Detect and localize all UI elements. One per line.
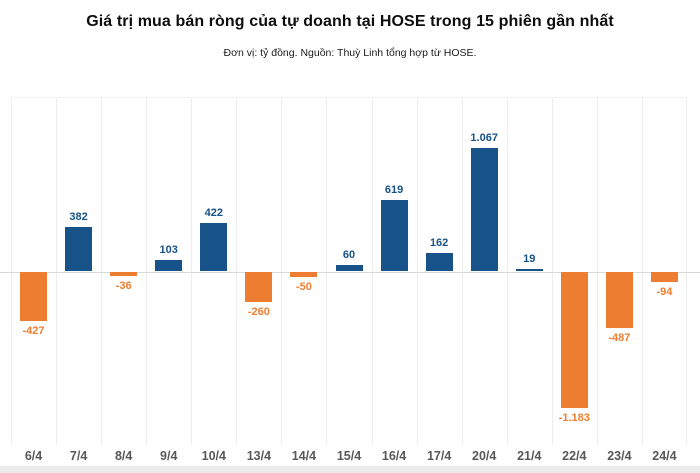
bar	[470, 148, 498, 272]
chart-subtitle: Đơn vị: tỷ đồng. Nguồn: Thuỳ Linh tổng h…	[223, 47, 477, 59]
x-axis-label: 9/4	[160, 449, 178, 463]
bar	[155, 259, 183, 272]
bar	[110, 271, 138, 276]
bar	[335, 264, 363, 272]
bar-value-label: 103	[159, 243, 178, 256]
footer-band	[0, 466, 700, 473]
x-axis-label: 6/4	[24, 449, 43, 463]
x-axis-label: 10/4	[201, 449, 226, 463]
plot-area: -427 382 -36 103 422 -260 -50 60 619 162 1.067 19 -1…	[0, 97, 700, 445]
x-axis-label: 13/4	[246, 449, 272, 463]
x-axis-label: 22/4	[562, 449, 587, 463]
bar	[515, 269, 543, 272]
bar-value-label: 382	[69, 211, 88, 224]
bar	[200, 222, 228, 272]
x-axis: 6/4 7/4 8/4 9/4 10/4 13/4 14/4 15/4 16/4 17/4 20/4…	[11, 444, 687, 466]
bar-value-label: 619	[384, 183, 404, 196]
bar-value-label: -50	[295, 281, 312, 294]
x-axis-label: 24/4	[652, 449, 677, 463]
bar-value-label: -36	[115, 279, 132, 292]
x-axis-label: 21/4	[517, 449, 542, 463]
bar-value-label: -427	[22, 324, 45, 337]
bar-value-label: 422	[204, 206, 223, 219]
x-axis-label: 14/4	[291, 449, 317, 463]
x-axis-label: 20/4	[472, 449, 497, 463]
bar	[605, 271, 633, 328]
zero-line	[0, 271, 700, 273]
x-axis-label: 23/4	[607, 449, 632, 463]
bar-value-label: 162	[429, 236, 449, 249]
x-axis-label: 15/4	[336, 449, 362, 463]
bar	[245, 271, 273, 302]
chart-title: Giá trị mua bán ròng của tự doanh tại HO…	[86, 13, 614, 30]
bar	[380, 199, 408, 272]
bar	[425, 252, 453, 272]
bar	[560, 271, 588, 409]
bar	[650, 271, 678, 283]
bar-value-label: -94	[656, 286, 673, 299]
bar-value-label: 1.067	[470, 132, 498, 145]
bar-value-label: 60	[342, 248, 356, 261]
x-axis-label: 7/4	[69, 449, 88, 463]
x-axis-label: 8/4	[114, 449, 133, 463]
x-axis-label: 17/4	[426, 449, 452, 463]
bar	[290, 271, 318, 278]
x-axis-label: 16/4	[381, 449, 407, 463]
bar	[65, 227, 93, 272]
bar-value-label: -1.183	[558, 412, 590, 425]
bar-value-label: -487	[608, 331, 631, 344]
bar-value-label: 19	[523, 253, 536, 266]
bar-value-label: -260	[247, 305, 270, 318]
bar	[20, 271, 48, 321]
